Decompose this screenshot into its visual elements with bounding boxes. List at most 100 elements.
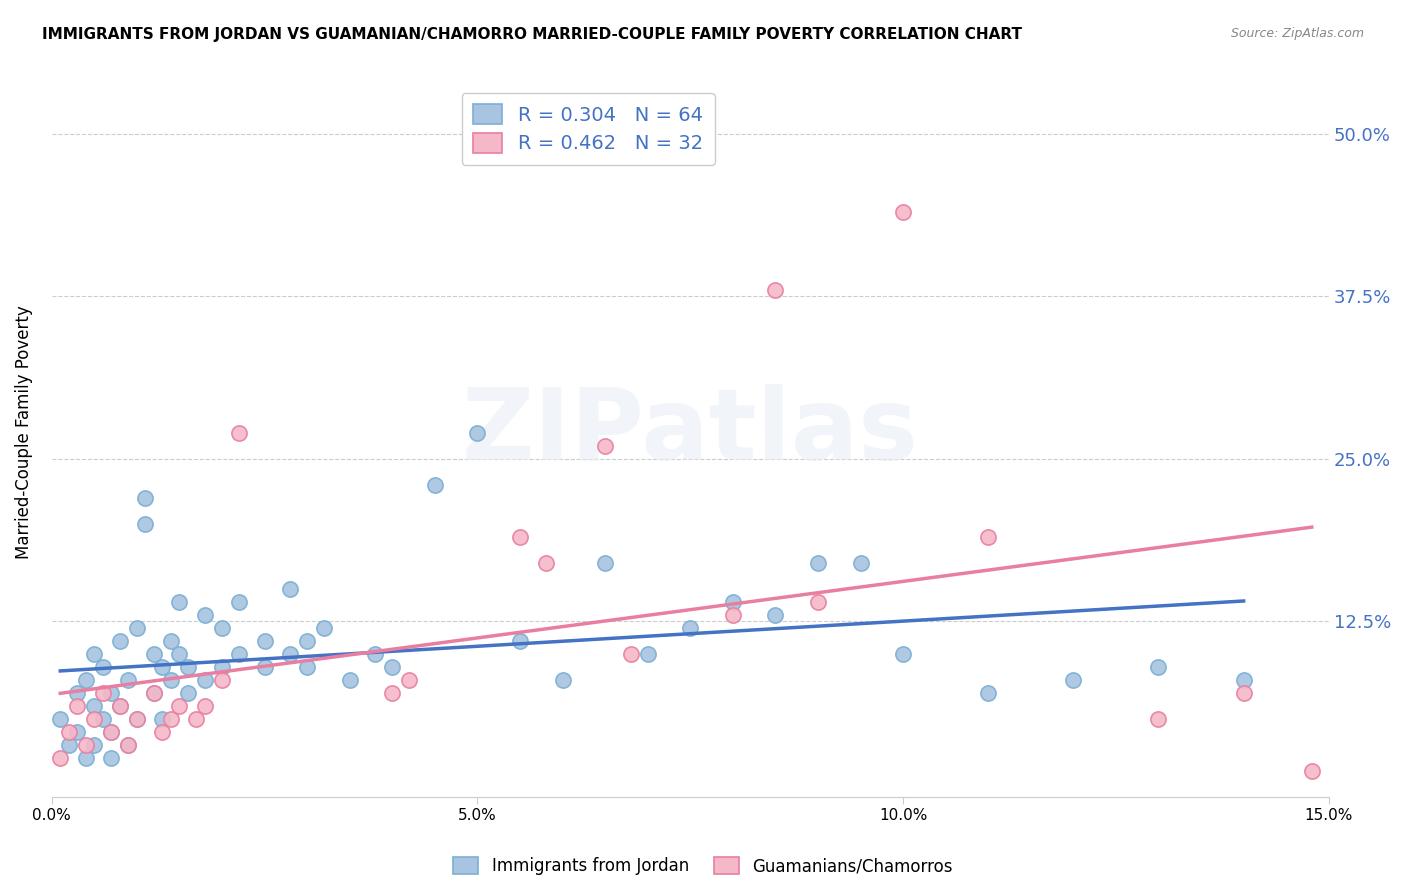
- Point: [177, 686, 200, 700]
- Point: [977, 686, 1000, 700]
- Point: [152, 724, 174, 739]
- Point: [593, 556, 616, 570]
- Point: [278, 582, 301, 596]
- Point: [169, 698, 191, 713]
- Point: [1147, 712, 1170, 726]
- Point: [160, 712, 183, 726]
- Point: [100, 724, 122, 739]
- Point: [398, 673, 420, 687]
- Point: [194, 673, 217, 687]
- Point: [91, 686, 114, 700]
- Point: [142, 686, 165, 700]
- Point: [423, 477, 446, 491]
- Point: [66, 698, 89, 713]
- Y-axis label: Married-Couple Family Poverty: Married-Couple Family Poverty: [15, 306, 32, 559]
- Point: [66, 724, 89, 739]
- Point: [125, 712, 148, 726]
- Text: Source: ZipAtlas.com: Source: ZipAtlas.com: [1230, 27, 1364, 40]
- Point: [1301, 764, 1323, 778]
- Point: [891, 647, 914, 661]
- Point: [142, 686, 165, 700]
- Point: [75, 673, 97, 687]
- Point: [169, 647, 191, 661]
- Text: ZIPatlas: ZIPatlas: [461, 384, 918, 481]
- Point: [1233, 686, 1256, 700]
- Point: [100, 724, 122, 739]
- Point: [228, 594, 250, 608]
- Point: [637, 647, 659, 661]
- Point: [228, 647, 250, 661]
- Point: [177, 659, 200, 673]
- Point: [58, 724, 80, 739]
- Point: [364, 647, 387, 661]
- Point: [108, 633, 131, 648]
- Point: [91, 712, 114, 726]
- Point: [721, 607, 744, 622]
- Point: [142, 647, 165, 661]
- Point: [253, 659, 276, 673]
- Point: [134, 491, 156, 505]
- Point: [1062, 673, 1084, 687]
- Point: [152, 712, 174, 726]
- Point: [125, 712, 148, 726]
- Point: [509, 530, 531, 544]
- Point: [66, 686, 89, 700]
- Point: [75, 750, 97, 764]
- Point: [763, 283, 786, 297]
- Point: [339, 673, 361, 687]
- Point: [211, 621, 233, 635]
- Point: [620, 647, 643, 661]
- Point: [117, 738, 139, 752]
- Point: [125, 621, 148, 635]
- Point: [108, 698, 131, 713]
- Point: [169, 594, 191, 608]
- Point: [1147, 659, 1170, 673]
- Legend: Immigrants from Jordan, Guamanians/Chamorros: Immigrants from Jordan, Guamanians/Chamo…: [444, 849, 962, 884]
- Point: [117, 673, 139, 687]
- Point: [763, 607, 786, 622]
- Point: [186, 712, 208, 726]
- Point: [211, 659, 233, 673]
- Point: [551, 673, 574, 687]
- Point: [253, 633, 276, 648]
- Point: [100, 750, 122, 764]
- Point: [100, 686, 122, 700]
- Point: [134, 516, 156, 531]
- Point: [679, 621, 702, 635]
- Point: [152, 659, 174, 673]
- Point: [534, 556, 557, 570]
- Point: [295, 633, 318, 648]
- Point: [891, 204, 914, 219]
- Point: [160, 633, 183, 648]
- Point: [160, 673, 183, 687]
- Point: [194, 698, 217, 713]
- Point: [83, 698, 105, 713]
- Point: [91, 659, 114, 673]
- Point: [83, 738, 105, 752]
- Point: [381, 659, 404, 673]
- Point: [1233, 673, 1256, 687]
- Point: [295, 659, 318, 673]
- Point: [314, 621, 336, 635]
- Point: [83, 712, 105, 726]
- Point: [807, 556, 830, 570]
- Point: [807, 594, 830, 608]
- Legend: R = 0.304   N = 64, R = 0.462   N = 32: R = 0.304 N = 64, R = 0.462 N = 32: [461, 93, 714, 165]
- Point: [228, 425, 250, 440]
- Point: [49, 712, 72, 726]
- Point: [49, 750, 72, 764]
- Point: [593, 439, 616, 453]
- Point: [83, 647, 105, 661]
- Point: [467, 425, 489, 440]
- Point: [194, 607, 217, 622]
- Point: [509, 633, 531, 648]
- Point: [381, 686, 404, 700]
- Point: [108, 698, 131, 713]
- Text: IMMIGRANTS FROM JORDAN VS GUAMANIAN/CHAMORRO MARRIED-COUPLE FAMILY POVERTY CORRE: IMMIGRANTS FROM JORDAN VS GUAMANIAN/CHAM…: [42, 27, 1022, 42]
- Point: [849, 556, 872, 570]
- Point: [58, 738, 80, 752]
- Point: [977, 530, 1000, 544]
- Point: [211, 673, 233, 687]
- Point: [278, 647, 301, 661]
- Point: [721, 594, 744, 608]
